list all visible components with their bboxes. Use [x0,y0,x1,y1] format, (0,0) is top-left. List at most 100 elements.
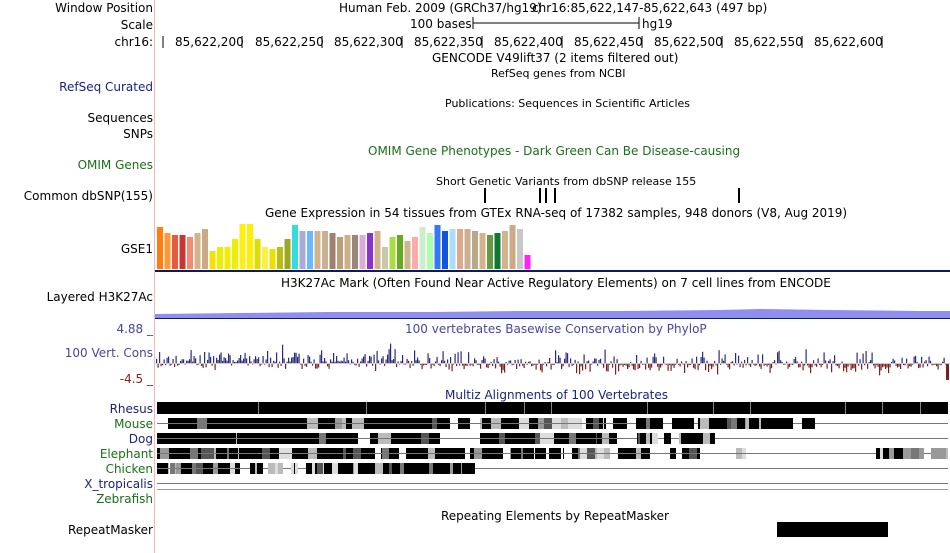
species-label-elephant[interactable]: Elephant [99,447,153,461]
alignment-block [262,433,274,444]
cons-bar-neg [318,364,320,368]
cons-bar-neg [171,364,173,365]
cons-bar-neg [688,364,690,366]
alignment-block [887,448,889,459]
cons-bar-pos [274,361,276,363]
cons-bar-pos [330,359,332,363]
cons-bar-pos [342,361,344,363]
alignment-block [596,433,597,444]
cons-bar-neg [759,364,761,367]
alignment-block [410,463,416,474]
alignment-block [586,418,593,429]
cons-bar-neg [720,364,722,365]
cons-bar-neg [811,364,813,368]
cons-bar-pos [394,349,396,363]
h3k27ac-track-label[interactable]: Layered H3K27Ac [46,290,153,304]
cons-bar-pos [813,360,815,363]
alignment-block [474,448,482,459]
cons-bar-pos [681,361,683,363]
alignment-block [321,418,335,429]
alignment-block [421,433,429,444]
alignment-block [790,418,793,429]
cons-bar-neg [463,364,465,370]
cons-bar-neg [843,364,845,372]
cons-bar-neg [456,364,458,367]
alignment-block [353,463,354,474]
cons-bar-neg [909,364,911,367]
cons-bar-neg [231,364,233,366]
alignment-block [439,448,441,459]
ruler-tick-label: 85,622,400 [494,35,563,49]
cons-bar-neg [922,364,924,368]
alignment-block [389,448,399,459]
alignment-block [306,418,307,429]
ruler-tick-label: 85,622,250 [255,35,324,49]
alignment-block [761,418,764,429]
alignment-block [664,433,671,444]
gtex-bar [337,237,343,269]
species-label-x-tropicalis[interactable]: X_tropicalis [84,477,153,491]
rmsk-track-label[interactable]: RepeatMasker [67,523,153,537]
snps-track-label[interactable]: SNPs [123,127,153,141]
alignment-block [802,418,803,429]
cons-bar-neg [789,364,791,367]
cons-bar-neg [328,364,330,369]
cons-bar-pos [757,354,759,363]
alignment-block [544,418,552,429]
alignment-gap [551,402,552,414]
species-label-mouse[interactable]: Mouse [114,417,153,431]
cons-bar-pos [187,360,189,363]
alignment-block [467,418,470,429]
alignment-gap [366,402,367,414]
cons-bar-pos [207,359,209,363]
assembly-title: Human Feb. 2009 (GRCh37/hg19) [339,1,542,15]
alignment-block [157,463,162,474]
alignment-block [749,418,759,429]
cons-bar-neg [672,364,674,366]
omim-track-label[interactable]: OMIM Genes [77,158,153,172]
species-label-zebrafish[interactable]: Zebrafish [96,492,153,506]
alignment-block [262,448,270,459]
cons-bar-neg [726,364,728,365]
cons-bar-pos [832,361,834,363]
alignment-block [319,433,326,444]
cons-bar-neg [814,364,816,366]
alignment-block [523,448,526,459]
cons-bar-pos [345,361,347,363]
refseq-track-label[interactable]: RefSeq Curated [59,80,153,94]
cons-bar-pos [159,352,161,363]
cons-bar-neg [765,364,767,365]
dbsnp-track-label[interactable]: Common dbSNP(155) [23,189,153,203]
cons-bar-pos [270,357,272,363]
alignment-block [291,463,294,474]
cons-bar-pos [676,358,678,363]
cons-bar-neg [358,364,360,367]
cons-bar-neg [819,364,821,365]
alignment-block [408,418,422,429]
cons-bar-pos [334,361,336,363]
alignment-block [686,433,694,444]
cons-track-label[interactable]: 100 Vert. Cons [64,346,153,360]
cons-bar-pos [442,351,444,363]
cons-bar-neg [733,364,735,366]
cons-bar-pos [703,357,705,363]
species-label-dog[interactable]: Dog [128,432,153,446]
gtex-bar [187,237,193,269]
gtex-bar [412,237,418,269]
alignment-block [418,448,428,459]
cons-bar-pos [361,358,363,363]
alignment-block [703,433,710,444]
cons-bar-neg [355,364,357,366]
species-label-chicken[interactable]: Chicken [105,462,153,476]
cons-bar-neg [822,364,824,365]
gtex-bars [157,224,531,269]
sequences-track-label[interactable]: Sequences [87,111,153,125]
cons-bar-neg [426,364,428,365]
gtex-track-label[interactable]: GSE1 [120,242,153,256]
cons-bar-pos [228,353,230,363]
cons-bar-neg [661,364,663,366]
alignment-block [190,448,198,459]
cons-bar-pos [700,357,702,363]
species-label-rhesus[interactable]: Rhesus [109,402,153,416]
